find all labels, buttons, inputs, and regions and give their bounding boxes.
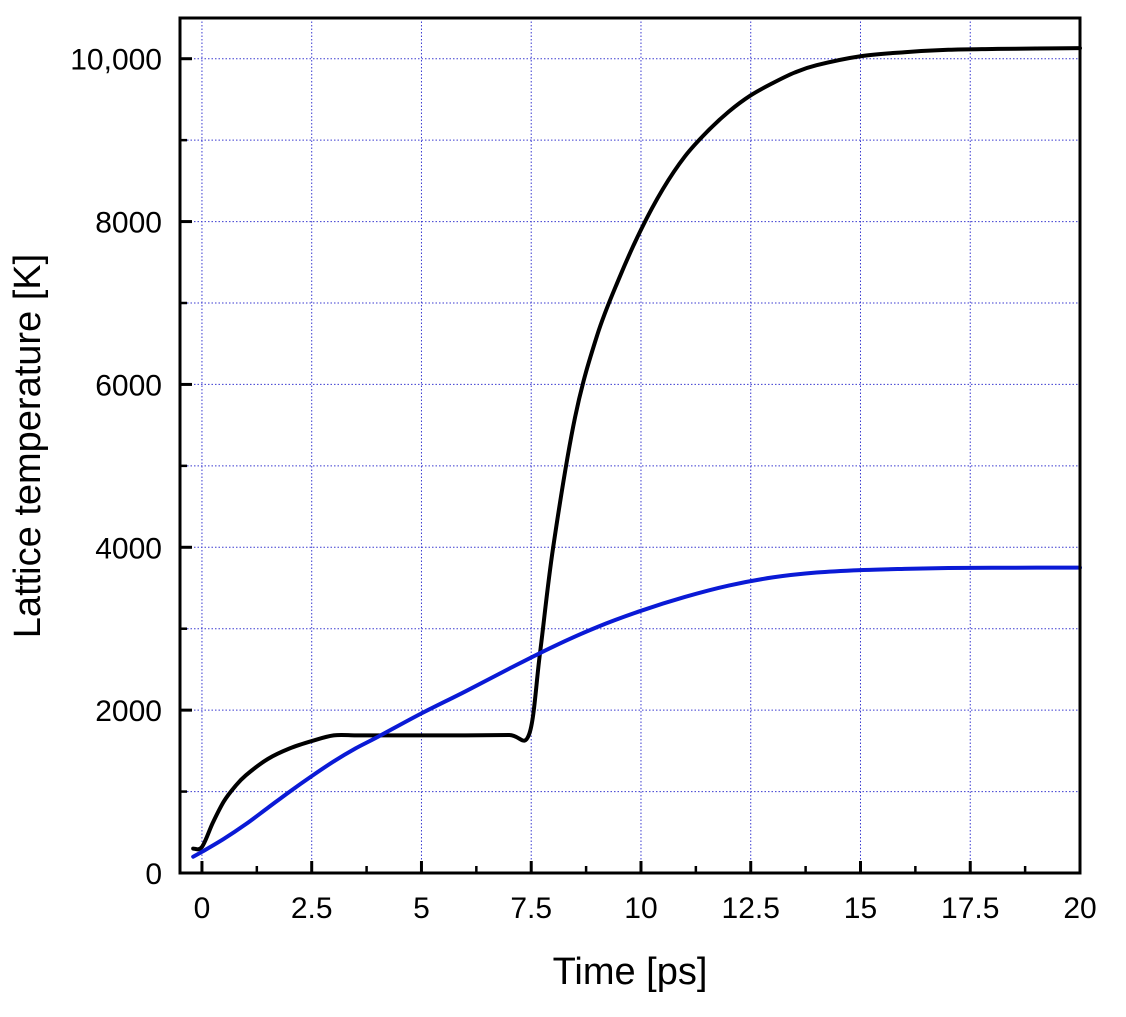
x-tick-label: 20 bbox=[1063, 892, 1096, 925]
x-tick-label: 5 bbox=[413, 892, 430, 925]
y-tick-label: 2000 bbox=[95, 695, 162, 728]
grid-lines bbox=[180, 18, 1081, 873]
y-tick-labels: 0 2000 4000 6000 8000 10,000 bbox=[70, 44, 162, 891]
x-tick-label: 10 bbox=[624, 892, 657, 925]
y-tick-label: 6000 bbox=[95, 369, 162, 402]
y-axis-title: Lattice temperature [K] bbox=[7, 254, 49, 638]
y-tick-label: 10,000 bbox=[70, 44, 162, 77]
x-tick-label: 7.5 bbox=[510, 892, 552, 925]
series-line-1 bbox=[191, 46, 1082, 852]
tick-marks bbox=[180, 57, 1082, 875]
x-tick-label: 15 bbox=[844, 892, 877, 925]
series-line-2 bbox=[191, 565, 1082, 859]
x-tick-label: 2.5 bbox=[291, 892, 333, 925]
y-tick-label: 8000 bbox=[95, 207, 162, 240]
x-tick-labels: 0 2.5 5 7.5 10 12.5 15 17.5 20 bbox=[194, 892, 1097, 925]
plot-background bbox=[180, 18, 1080, 873]
x-tick-label: 0 bbox=[194, 892, 211, 925]
series-group bbox=[191, 46, 1082, 859]
x-axis-title: Time [ps] bbox=[553, 951, 708, 993]
y-tick-label: 4000 bbox=[95, 532, 162, 565]
y-tick-label: 0 bbox=[145, 858, 162, 891]
x-tick-label: 17.5 bbox=[941, 892, 999, 925]
plot-frame bbox=[178, 16, 1082, 875]
x-tick-label: 12.5 bbox=[722, 892, 780, 925]
